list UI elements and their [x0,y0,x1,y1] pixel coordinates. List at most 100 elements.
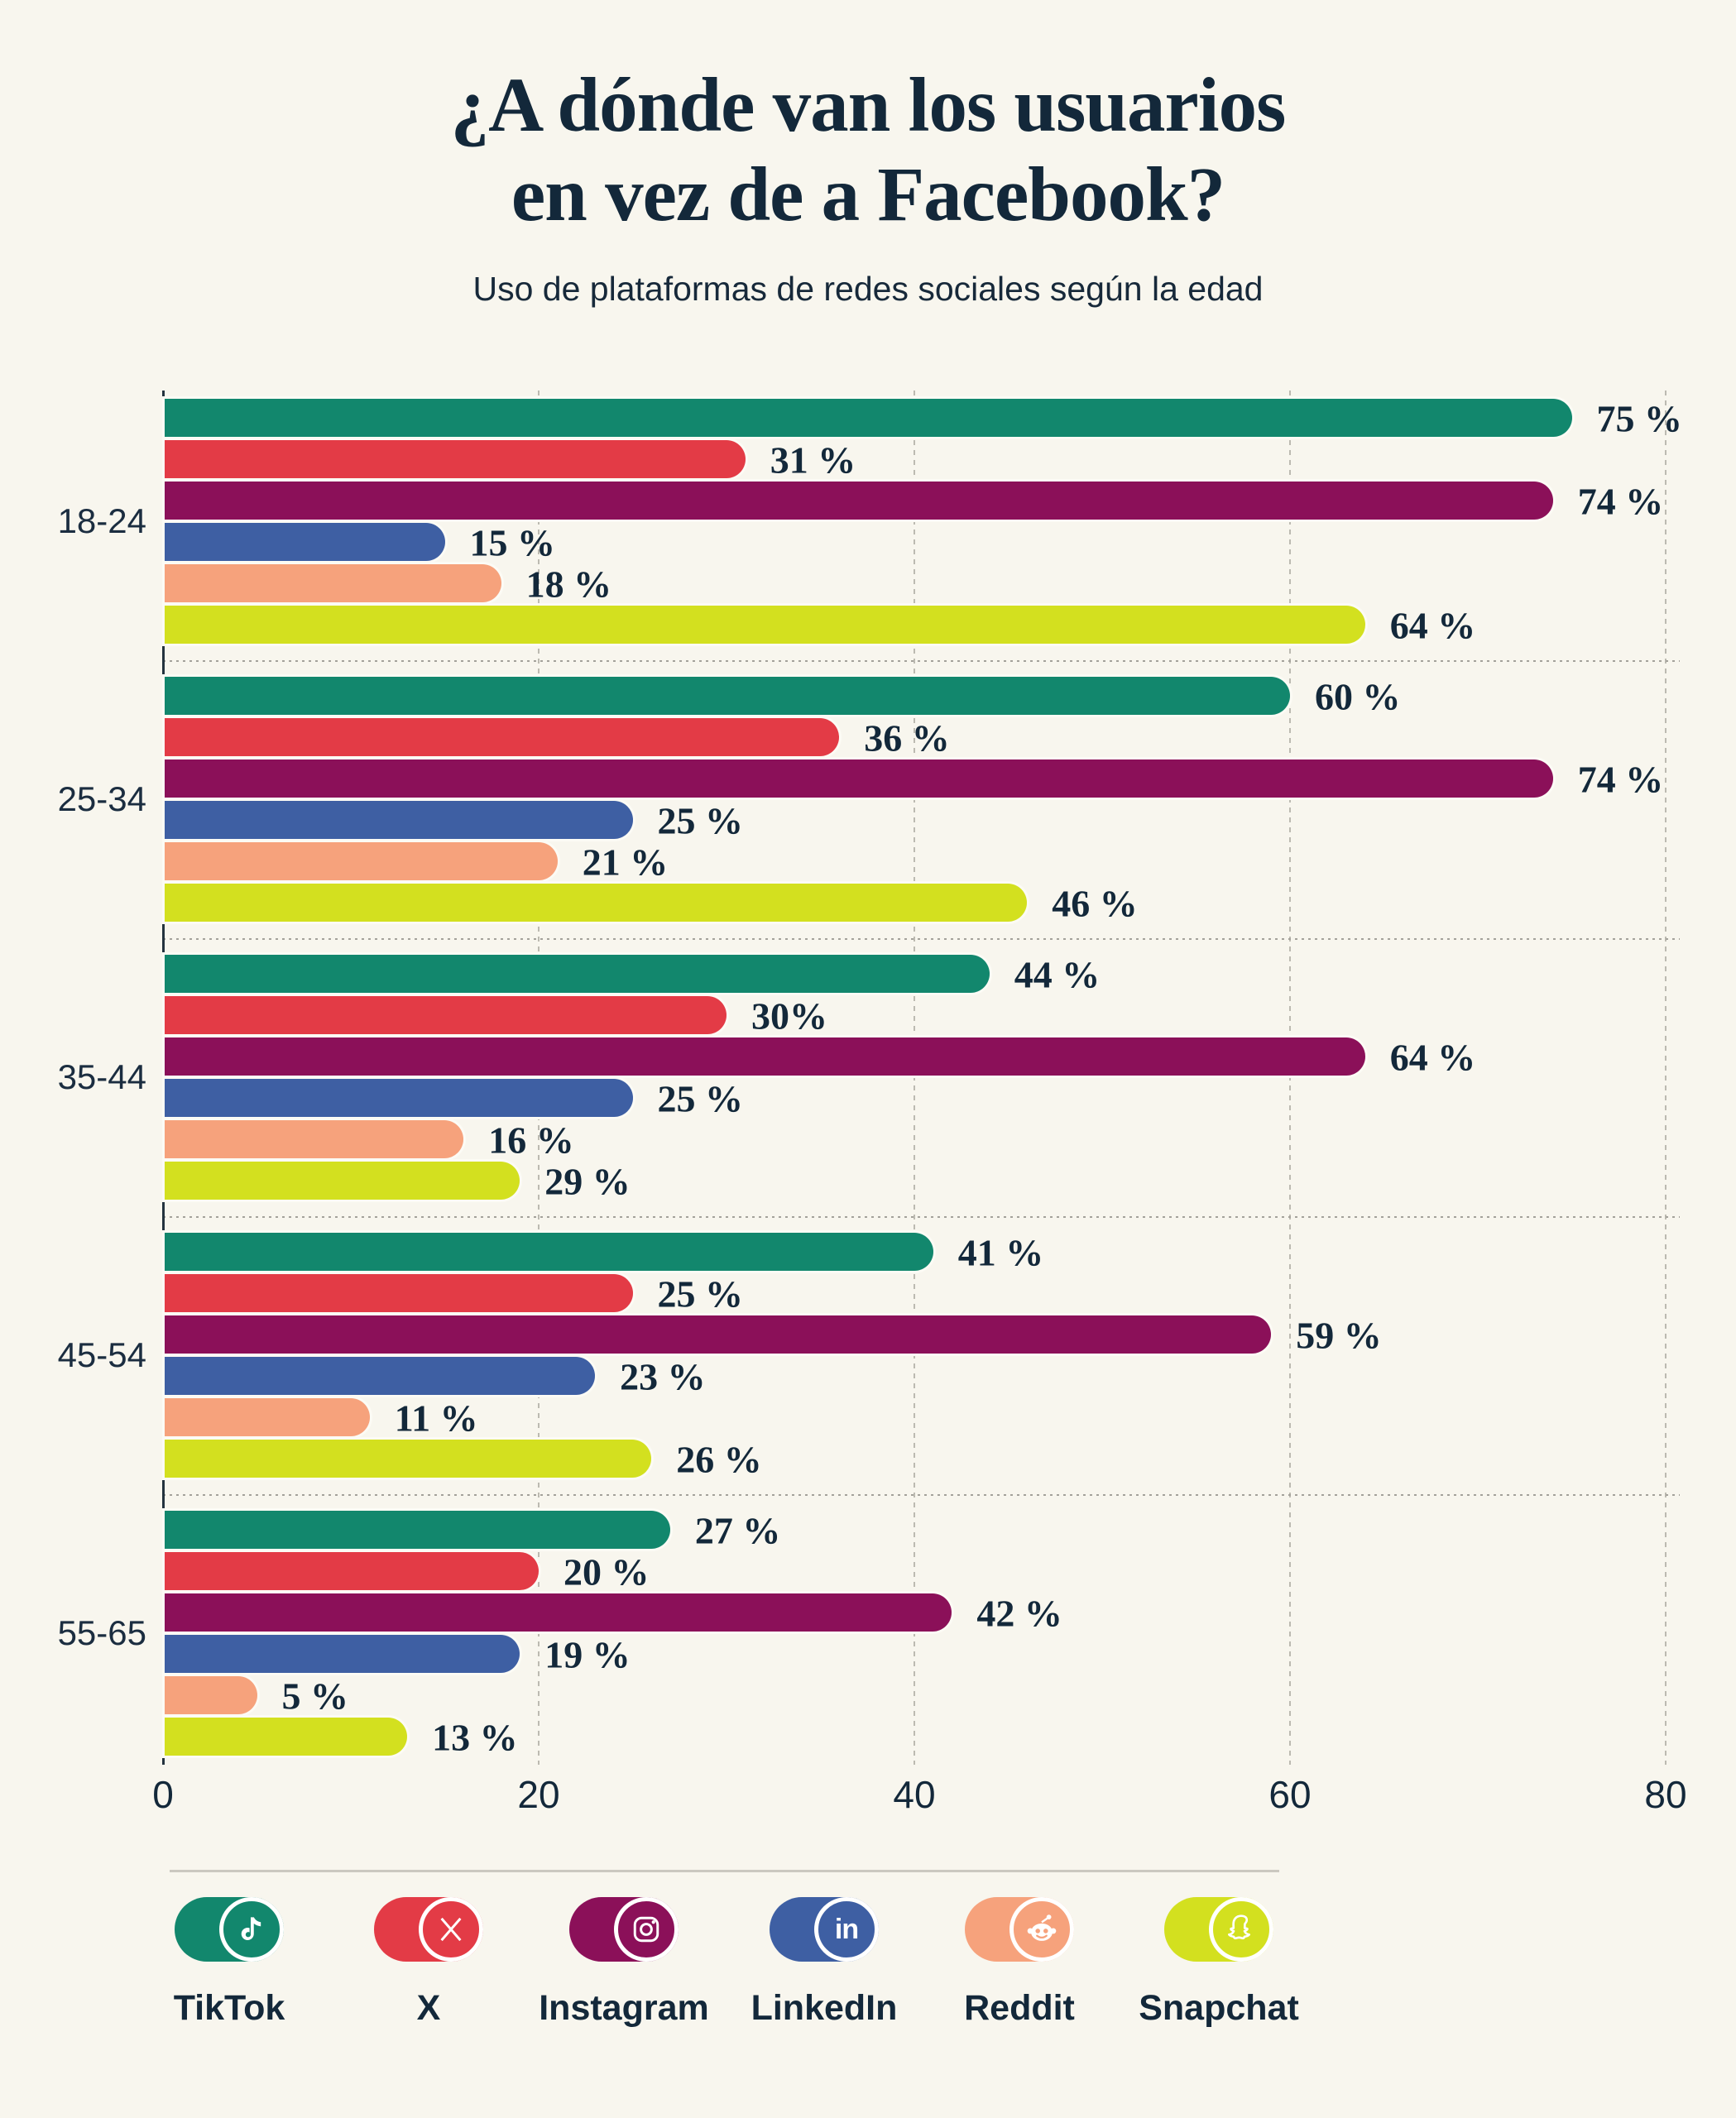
value-label: 16 % [488,1119,574,1162]
bar-reddit [165,564,501,602]
value-label: 74 % [1577,758,1664,801]
group-separator-3 [163,1494,1680,1496]
bar-linkedin [165,1635,520,1673]
bar-x [165,440,746,478]
swatch-circle [419,1897,483,1962]
legend-swatch-linkedin: in [770,1897,879,1962]
value-label: 13 % [432,1716,518,1759]
bar-snapchat [165,1440,652,1478]
value-label: 5 % [281,1675,349,1718]
value-label: 42 % [976,1592,1062,1635]
bar-instagram [165,482,1553,520]
value-label: 30% [751,994,827,1037]
legend-swatch-tiktok [175,1897,284,1962]
bar-x [165,1552,539,1590]
legend-item-tiktok: TikTok [142,1897,316,2029]
x-tick-0: 0 [152,1773,174,1816]
value-label: 41 % [957,1231,1044,1274]
group-label-18-24: 18-24 [57,501,146,540]
bar-reddit [165,842,558,880]
gridline-40 [914,391,915,1765]
value-label: 18 % [525,563,612,606]
group-label-35-44: 35-44 [57,1057,146,1096]
value-label: 19 % [544,1633,631,1676]
tiktok-note-icon [241,1917,261,1940]
bar-tiktok [165,399,1572,437]
y-axis-line [162,391,165,1765]
value-label: 26 % [676,1438,762,1481]
group-separator-1 [163,938,1680,940]
value-label: 27 % [694,1509,781,1552]
legend-item-reddit: Reddit [933,1897,1106,2029]
x-logo-icon [440,1917,462,1942]
swatch-circle [219,1897,284,1962]
value-label: 11 % [394,1397,478,1440]
legend-label-snapchat: Snapchat [1139,1988,1299,2028]
bar-reddit [165,1676,257,1714]
legend-swatch-reddit [965,1897,1074,1962]
bar-snapchat [165,1162,520,1200]
value-label: 31 % [770,438,856,482]
bar-tiktok [165,1233,933,1271]
value-label: 25 % [657,799,744,842]
bar-snapchat [165,606,1365,644]
bar-linkedin [165,801,633,839]
page-subtitle: Uso de plataformas de redes sociales seg… [472,270,1264,308]
bar-linkedin [165,1357,596,1395]
value-label: 59 % [1296,1314,1382,1357]
legend-item-linkedin: in LinkedIn [737,1897,911,2029]
bar-instagram [165,1593,952,1632]
x-tick-80: 80 [1644,1773,1687,1816]
bar-x [165,1274,633,1312]
swatch-circle [1209,1897,1273,1962]
instagram-camera-icon [633,1916,659,1943]
gridline-20 [538,391,540,1765]
bar-snapchat [165,1718,408,1756]
value-label: 36 % [864,716,950,760]
legend-divider [170,1870,1279,1872]
value-label: 23 % [620,1355,706,1398]
legend-label-reddit: Reddit [964,1988,1075,2028]
value-label: 21 % [582,841,669,884]
value-label: 15 % [469,521,556,564]
bar-reddit [165,1398,370,1436]
bar-tiktok [165,955,990,993]
value-label: 74 % [1577,480,1664,523]
bar-instagram [165,1037,1365,1076]
swatch-circle [1009,1897,1074,1962]
value-label: 25 % [657,1077,744,1120]
value-label: 20 % [563,1550,650,1593]
value-label: 29 % [544,1160,631,1203]
legend-swatch-snapchat [1164,1897,1273,1962]
group-separator-0 [163,660,1680,662]
page-title: ¿A dónde van los usuarios en vez de a Fa… [0,61,1736,240]
page-title-line1: ¿A dónde van los usuarios [450,63,1287,148]
group-label-45-54: 45-54 [57,1335,146,1374]
x-tick-20: 20 [517,1773,560,1816]
swatch-circle [614,1897,679,1962]
legend-label-tiktok: TikTok [173,1988,285,2028]
x-tick-60: 60 [1268,1773,1312,1816]
legend-label-linkedin: LinkedIn [751,1988,898,2028]
value-label: 25 % [657,1272,744,1315]
bar-tiktok [165,677,1290,715]
linkedin-in-icon: in [834,1913,859,1945]
bar-reddit [165,1120,464,1158]
value-label: 44 % [1014,953,1101,996]
reddit-alien-icon [1027,1914,1057,1941]
gridline-80 [1665,391,1666,1765]
bar-instagram [165,1315,1272,1354]
snapchat-ghost-icon [1227,1914,1251,1940]
bar-linkedin [165,1079,633,1117]
legend-swatch-x [374,1897,483,1962]
legend-item-snapchat: Snapchat [1132,1897,1306,2029]
legend-swatch-instagram [569,1897,679,1962]
legend-item-instagram: Instagram [537,1897,711,2029]
legend-label-instagram: Instagram [539,1988,709,2028]
legend-item-x: X [342,1897,516,2029]
bar-tiktok [165,1511,670,1549]
value-label: 60 % [1315,675,1401,718]
group-label-25-34: 25-34 [57,779,146,818]
gridline-60 [1289,391,1291,1765]
bar-instagram [165,760,1553,798]
